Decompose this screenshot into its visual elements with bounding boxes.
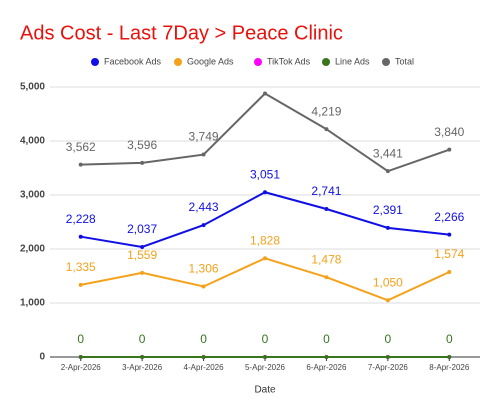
x-tick-label: 5-Apr-2026 — [245, 363, 286, 372]
data-label: 1,335 — [66, 260, 96, 274]
data-label: 0 — [323, 332, 330, 346]
data-label: 2,391 — [373, 203, 403, 217]
data-point — [78, 162, 83, 167]
legend-marker — [91, 58, 99, 66]
data-label: 3,596 — [127, 138, 157, 152]
data-point — [447, 232, 452, 237]
data-point — [140, 270, 145, 275]
chart-title: Ads Cost - Last 7Day > Peace Clinic — [20, 22, 343, 44]
data-point — [385, 355, 390, 359]
y-tick-label: 1,000 — [20, 298, 45, 309]
data-point — [324, 206, 329, 211]
data-point — [78, 234, 83, 239]
legend-marker — [382, 58, 390, 66]
y-tick-label: 5,000 — [20, 82, 45, 93]
data-label: 2,037 — [127, 222, 157, 236]
x-tick-label: 8-Apr-2026 — [429, 363, 470, 372]
data-label: 2,228 — [66, 212, 96, 226]
x-tick-label: 4-Apr-2026 — [184, 363, 225, 372]
data-label: 3,441 — [373, 146, 403, 160]
y-tick-label: 4,000 — [20, 136, 45, 147]
data-point — [447, 147, 452, 152]
data-label: 1,478 — [311, 252, 341, 266]
legend-label: Total — [395, 56, 414, 66]
data-point — [324, 127, 329, 132]
legend-label: Line Ads — [335, 56, 370, 66]
data-label: 0 — [446, 332, 453, 346]
data-point — [263, 256, 267, 261]
x-tick-label: 3-Apr-2026 — [122, 363, 163, 372]
data-label: 1,306 — [189, 262, 219, 276]
data-point — [201, 284, 206, 289]
data-point — [263, 355, 267, 359]
legend-marker — [174, 58, 182, 66]
y-tick-label: 2,000 — [20, 244, 45, 255]
data-point — [385, 298, 390, 303]
data-label: 0 — [262, 332, 269, 346]
data-label: 1,559 — [127, 248, 157, 262]
data-label: 2,741 — [311, 184, 341, 198]
x-tick-label: 2-Apr-2026 — [61, 363, 102, 372]
data-point — [324, 355, 329, 359]
data-label: 3,051 — [250, 167, 280, 181]
data-label: 3,749 — [189, 130, 219, 144]
data-point — [324, 275, 329, 280]
data-label: 3,562 — [66, 140, 96, 154]
data-label: 1,050 — [373, 275, 403, 289]
data-label: 0 — [139, 332, 146, 346]
data-point — [78, 355, 83, 359]
data-label: 0 — [385, 332, 392, 346]
data-point — [201, 152, 206, 157]
y-tick-label: 0 — [39, 352, 45, 363]
data-point — [385, 169, 390, 174]
data-point — [140, 160, 145, 165]
legend-marker — [322, 58, 330, 66]
x-axis-title: Date — [254, 385, 276, 396]
data-label: 0 — [200, 332, 207, 346]
x-tick-label: 6-Apr-2026 — [306, 363, 347, 372]
data-label: 1,574 — [434, 247, 464, 261]
x-tick-label: 7-Apr-2026 — [368, 363, 409, 372]
data-label: 2,443 — [189, 200, 219, 214]
data-point — [201, 223, 206, 228]
legend-label: Google Ads — [187, 56, 234, 66]
data-point — [201, 355, 206, 359]
data-label: 1,828 — [250, 233, 280, 247]
data-point — [78, 282, 83, 287]
data-point — [447, 355, 452, 359]
data-point — [140, 245, 145, 250]
legend-label: TikTok Ads — [267, 56, 311, 66]
legend-label: Facebook Ads — [104, 56, 162, 66]
data-label: 3,840 — [434, 125, 464, 139]
data-point — [263, 91, 267, 96]
y-tick-label: 3,000 — [20, 190, 45, 201]
data-label: 4,219 — [311, 104, 341, 118]
data-label: 0 — [77, 332, 84, 346]
data-point — [263, 190, 267, 195]
data-point — [140, 355, 145, 359]
legend-marker — [254, 58, 262, 66]
data-point — [385, 225, 390, 230]
data-label: 2,266 — [434, 210, 464, 224]
data-point — [447, 270, 452, 275]
